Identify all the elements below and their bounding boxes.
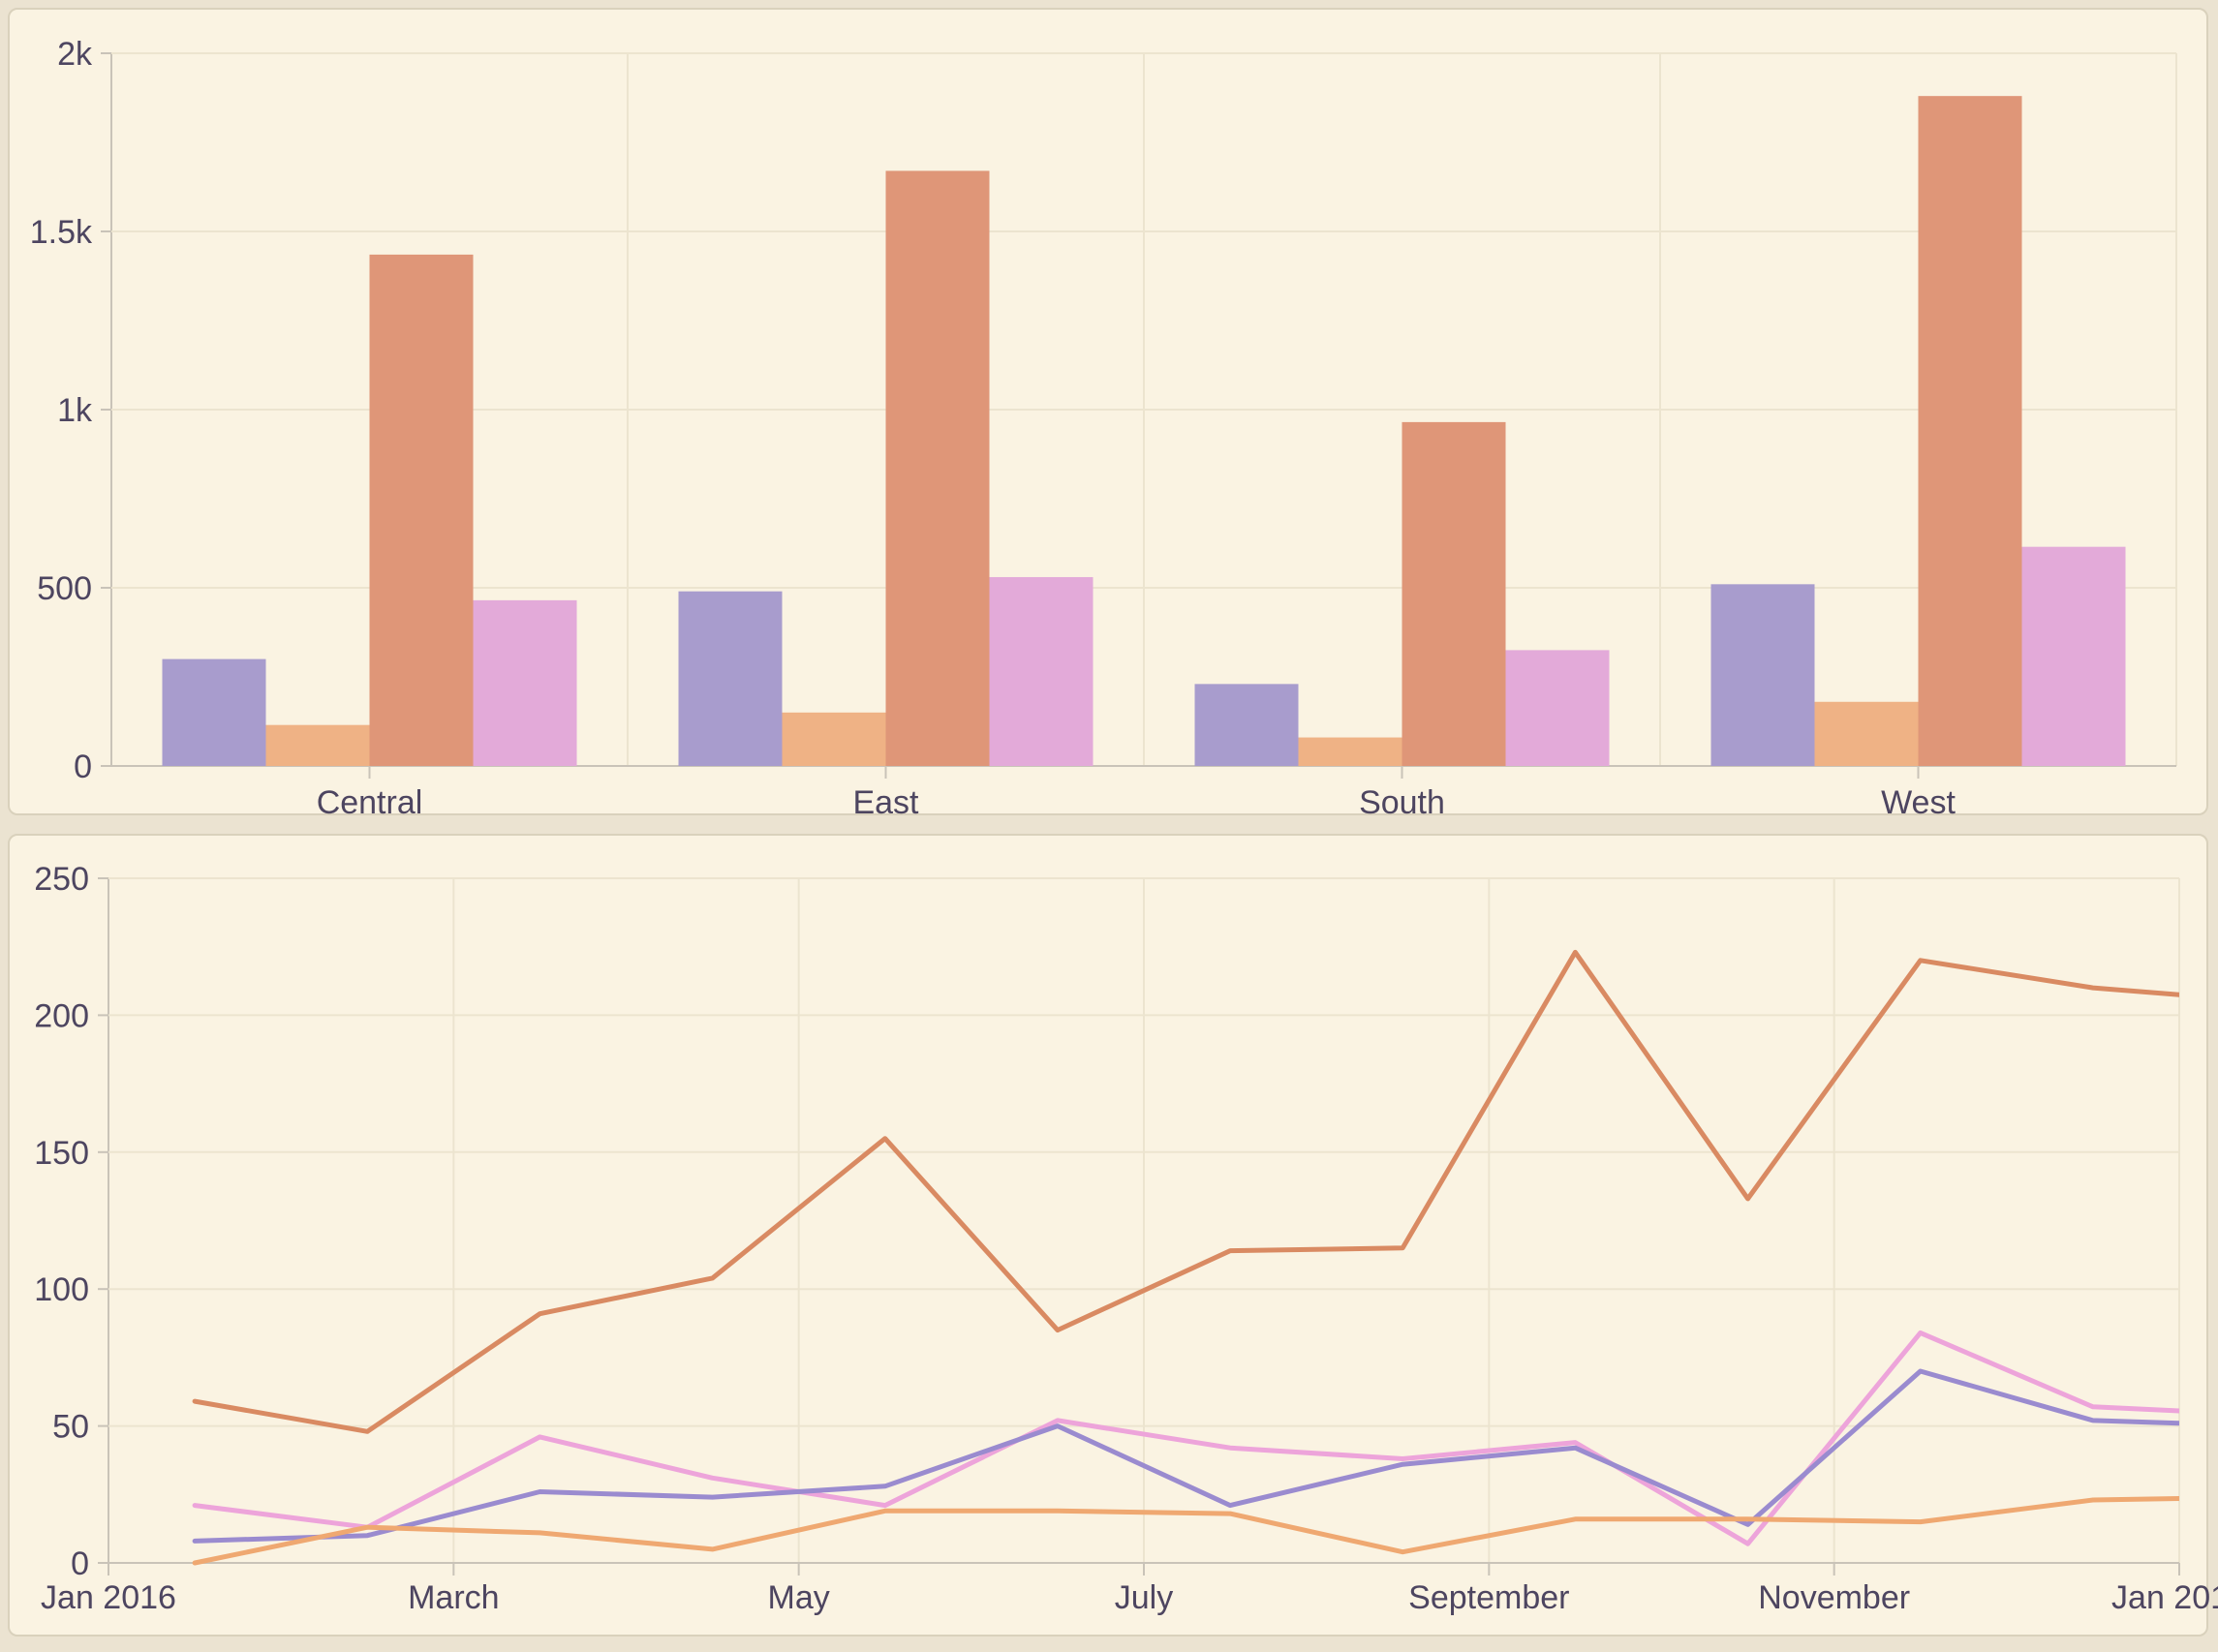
y-axis-tick-label: 1.5k [30, 214, 93, 251]
x-axis-tick-label: November [1758, 1579, 1910, 1616]
bar-light-orange-series-south[interactable] [1298, 737, 1402, 766]
bar-pink-series-south[interactable] [1505, 650, 1610, 766]
x-axis-tick-label: July [1115, 1579, 1173, 1616]
line-chart-panel: Jan 2016 March May July September November Jan… [8, 834, 2218, 1637]
x-axis-tick-label: Jan 2017 [2111, 1579, 2218, 1616]
bar-chart-panel: 0 500 1k 1.5k 2k Central East South West [8, 8, 2208, 821]
x-axis-tick-label: May [768, 1579, 830, 1616]
bar-salmon-series-east[interactable] [885, 170, 990, 766]
bar-salmon-series-south[interactable] [1402, 421, 1506, 766]
y-axis-tick-label: 500 [37, 570, 92, 607]
y-axis-tick-label: 100 [34, 1271, 89, 1308]
salmon-line[interactable] [192, 949, 2218, 1434]
y-axis-tick-label: 0 [74, 749, 92, 785]
purple-line[interactable] [192, 1368, 2218, 1544]
bar-purple-series-south[interactable] [1194, 684, 1299, 766]
bar-purple-series-east[interactable] [678, 591, 783, 766]
y-axis-tick-label: 250 [34, 861, 89, 898]
x-axis-tick-label: September [1408, 1579, 1569, 1616]
y-axis-tick-label: 50 [52, 1409, 89, 1446]
bar-salmon-series-central[interactable] [369, 254, 474, 766]
bar-pink-series-east[interactable] [989, 576, 1094, 766]
line-chart[interactable]: Jan 2016 March May July September November Jan… [10, 836, 2218, 1635]
bar-light-orange-series-west[interactable] [1814, 701, 1919, 766]
bar-pink-series-west[interactable] [2021, 546, 2126, 766]
y-axis-tick-label: 0 [71, 1545, 89, 1582]
bar-light-orange-series-central[interactable] [265, 724, 370, 766]
x-axis-category-label: South [1359, 784, 1445, 821]
x-axis-category-label: Central [317, 784, 423, 821]
x-axis-tick-label: March [408, 1579, 499, 1616]
bar-light-orange-series-east[interactable] [782, 712, 886, 766]
x-axis-tick-label: Jan 2016 [41, 1579, 176, 1616]
y-axis-tick-label: 150 [34, 1135, 89, 1172]
light-orange-line[interactable] [192, 1496, 2218, 1566]
y-axis-tick-label: 2k [57, 36, 93, 73]
pink-line[interactable] [192, 1330, 2218, 1546]
bar-pink-series-central[interactable] [473, 599, 577, 766]
bar-purple-series-west[interactable] [1710, 584, 1815, 766]
x-axis-category-label: West [1881, 784, 1956, 821]
x-axis-category-label: East [852, 784, 919, 821]
bar-chart[interactable]: 0 500 1k 1.5k 2k Central East South West [10, 10, 2206, 821]
bar-salmon-series-west[interactable] [1918, 96, 2022, 766]
bar-purple-series-central[interactable] [162, 658, 266, 766]
y-axis-tick-label: 1k [57, 392, 93, 429]
y-axis-tick-label: 200 [34, 997, 89, 1034]
